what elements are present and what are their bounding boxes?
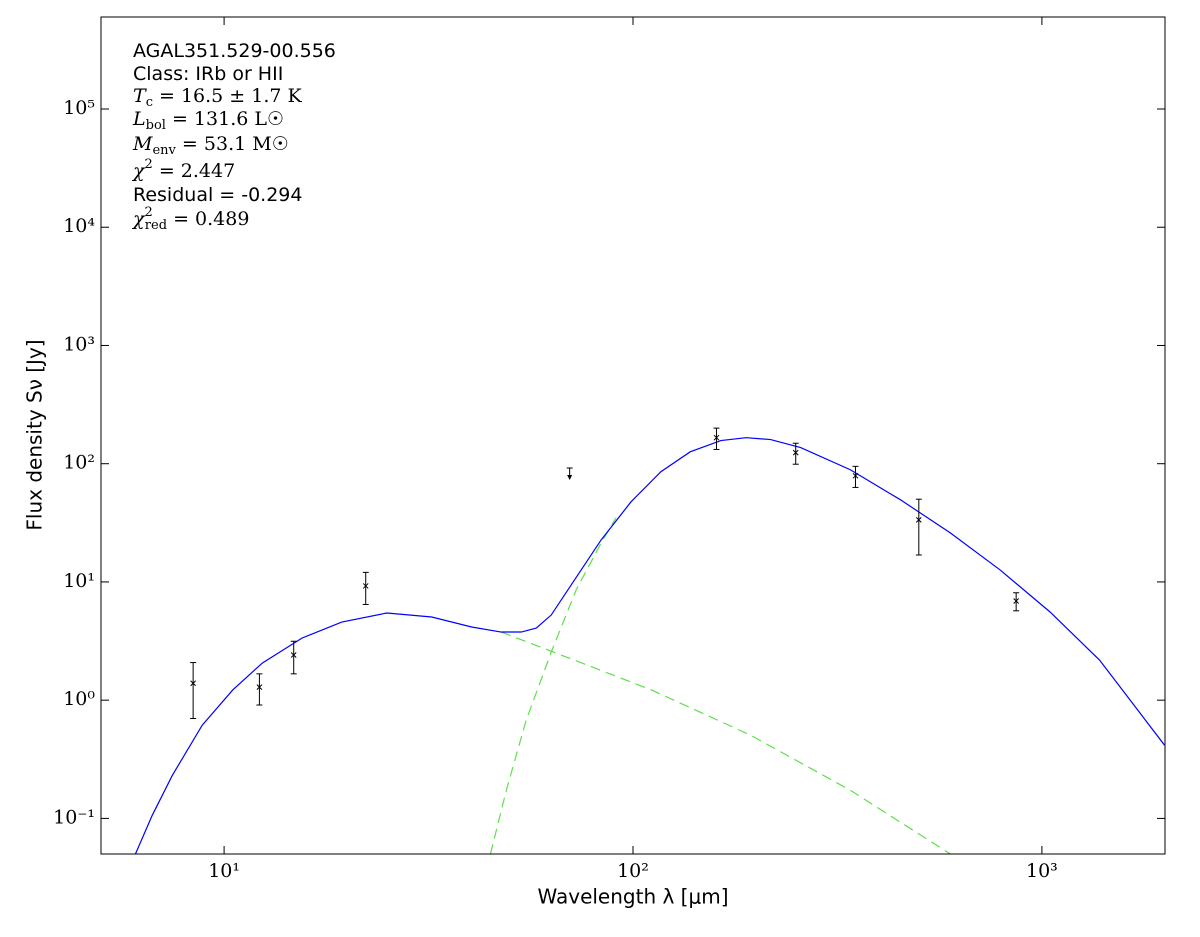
math-text: = 16.5 ± 1.7 K	[153, 85, 303, 107]
model-curve	[489, 517, 617, 854]
data-point	[852, 472, 859, 479]
model-curve	[134, 437, 1165, 854]
annotation: AGAL351.529-00.556	[133, 40, 336, 62]
math-text: = 2.447	[153, 160, 235, 182]
math-symbol: M	[132, 133, 153, 155]
y-tick-label: 10⁴	[63, 215, 95, 237]
y-tick-label: 10⁻¹	[53, 806, 95, 828]
data-point	[792, 449, 799, 456]
model-curve	[500, 631, 951, 854]
data-point	[713, 434, 720, 441]
math-superscript: 2	[145, 205, 153, 220]
y-tick-label: 10³	[63, 333, 95, 355]
annotation-text: AGAL351.529-00.556	[133, 40, 336, 62]
math-subscript: bol	[146, 118, 166, 133]
math-symbol: L	[132, 108, 146, 130]
annotation: Lbol = 131.6 L☉	[132, 108, 284, 133]
math-text: = 0.489	[167, 208, 249, 230]
y-tick-label: 10¹	[63, 570, 95, 592]
x-tick-label: 10¹	[208, 860, 240, 882]
plot-area	[134, 427, 1165, 854]
math-superscript: 2	[145, 157, 153, 172]
math-text: = 131.6 L☉	[166, 108, 284, 130]
annotation-text: Class: IRb or HII	[133, 63, 283, 85]
math-symbol: T	[133, 85, 147, 107]
math-subscript: red	[145, 218, 167, 233]
x-tick-label: 10²	[617, 860, 649, 882]
annotation: Menv = 53.1 M☉	[132, 133, 289, 158]
x-axis-label: Wavelength λ [μm]	[537, 885, 728, 909]
data-point	[915, 517, 922, 523]
y-tick-label: 10⁵	[63, 97, 95, 119]
annotation: χ2 = 2.447	[131, 157, 235, 183]
data-point	[290, 652, 297, 658]
data-point	[362, 583, 369, 589]
math-subscript: env	[152, 143, 176, 158]
math-symbol: χ	[131, 160, 146, 182]
x-tick-label: 10³	[1026, 860, 1058, 882]
annotation: Residual = -0.294	[133, 184, 303, 206]
math-symbol: χ	[131, 208, 146, 230]
math-text: = 53.1 M☉	[176, 133, 289, 155]
data-point	[190, 680, 196, 687]
y-tick-label: 10²	[63, 452, 95, 474]
y-tick-label: 10⁰	[63, 688, 95, 710]
y-axis-label: Flux density Sν [Jy]	[23, 339, 47, 530]
annotation: Tc = 16.5 ± 1.7 K	[133, 85, 303, 110]
math-subscript: c	[146, 95, 153, 110]
annotation: χ2 red = 0.489	[131, 205, 249, 233]
data-point	[256, 684, 263, 690]
upper-limit-arrow	[567, 474, 573, 480]
data-point	[1013, 598, 1020, 604]
annotation-text: Residual = -0.294	[133, 184, 303, 206]
annotation: Class: IRb or HII	[133, 63, 283, 85]
